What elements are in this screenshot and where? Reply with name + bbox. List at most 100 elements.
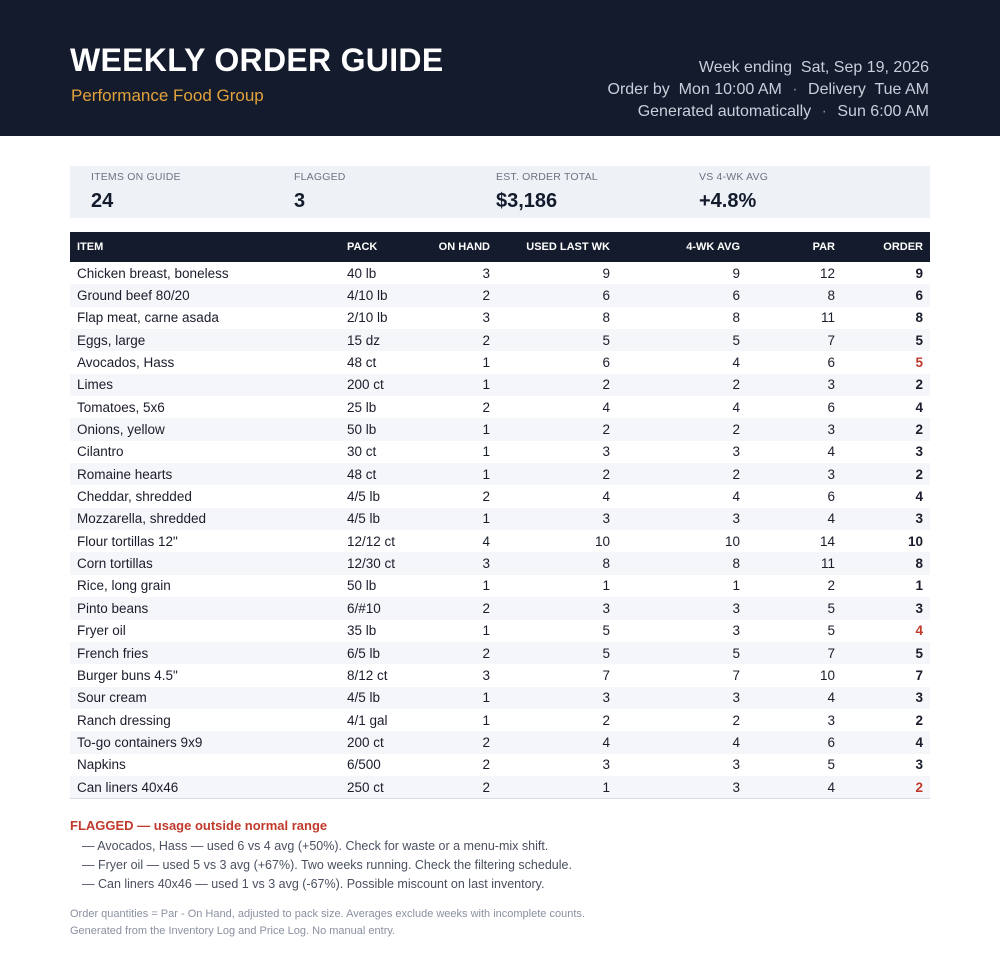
cell-order: 3 [842, 686, 930, 709]
cell-on-hand: 2 [425, 329, 497, 352]
cell-pack: 40 lb [347, 265, 377, 281]
cell-pack: 30 ct [347, 444, 377, 460]
cell-order: 10 [907, 533, 923, 549]
cell-pack: 8/12 ct [347, 667, 388, 683]
cell-par: 4 [827, 444, 835, 460]
cell-4wk-avg: 7 [732, 667, 740, 683]
cell-on-hand: 1 [482, 578, 490, 594]
order-by-value: Mon 10:00 AM [678, 81, 782, 98]
delivery-label: Delivery [808, 81, 866, 98]
cell-par: 6 [747, 731, 842, 754]
cell-item: Eggs, large [70, 329, 340, 352]
cell-on-hand: 1 [425, 463, 497, 486]
cell-par: 8 [747, 284, 842, 307]
cell-on-hand: 2 [425, 775, 497, 800]
cell-order: 2 [842, 463, 930, 486]
table-row: Fryer oil 35 lb 1 5 3 5 4 [70, 620, 930, 642]
cell-used-last-wk: 5 [497, 329, 617, 352]
cell-order: 2 [842, 373, 930, 397]
cell-pack: 48 ct [340, 463, 425, 486]
cell-4wk-avg: 8 [617, 552, 747, 575]
cell-4wk-avg: 2 [617, 463, 747, 486]
summary-stats: ITEMS ON GUIDE 24 FLAGGED 3 EST. ORDER T… [70, 166, 930, 218]
cell-used-last-wk: 1 [497, 775, 617, 800]
footer-line: Order quantities = Par - On Hand, adjust… [70, 908, 585, 920]
cell-item: Pinto beans [70, 597, 340, 620]
column-header-item: ITEM [70, 232, 340, 262]
cell-pack: 4/5 lb [347, 489, 381, 505]
cell-used-last-wk: 5 [602, 623, 610, 639]
cell-order: 3 [915, 444, 923, 460]
cell-used-last-wk: 3 [497, 597, 617, 620]
cell-4wk-avg: 3 [617, 775, 747, 800]
cell-4wk-avg: 2 [617, 373, 747, 397]
cell-order: 5 [842, 641, 930, 665]
cell-order: 4 [915, 623, 923, 639]
table-row: French fries 6/5 lb 2 5 5 7 5 [70, 641, 930, 665]
order-by-label: Order by [607, 81, 670, 98]
cell-order: 6 [842, 284, 930, 307]
stat-label: EST. ORDER TOTAL [496, 171, 598, 183]
cell-order: 2 [915, 712, 923, 728]
cell-order: 3 [842, 507, 930, 531]
stat-label: ITEMS ON GUIDE [91, 171, 181, 183]
cell-used-last-wk: 8 [602, 310, 610, 326]
generated-label: Generated automatically [637, 103, 812, 120]
cell-order: 5 [915, 355, 923, 371]
cell-item: Onions, yellow [70, 418, 340, 441]
table-row: Romaine hearts 48 ct 1 2 2 3 2 [70, 463, 930, 486]
cell-pack: 50 lb [340, 418, 425, 441]
cell-on-hand: 2 [425, 597, 497, 620]
cell-item: Sour cream [70, 686, 340, 709]
cell-4wk-avg: 8 [732, 310, 740, 326]
table-row: Can liners 40x46 250 ct 2 1 3 4 2 [70, 775, 930, 800]
cell-pack: 12/30 ct [340, 552, 425, 575]
cell-pack: 25 lb [347, 399, 377, 415]
cell-4wk-avg: 4 [732, 399, 740, 415]
table-row: Ranch dressing 4/1 gal 1 2 2 3 2 [70, 709, 930, 731]
cell-pack: 4/10 lb [340, 284, 425, 307]
table-row: Ground beef 80/20 4/10 lb 2 6 6 8 6 [70, 284, 930, 307]
cell-item: Tomatoes, 5x6 [77, 399, 165, 415]
table-header-row: ITEM PACK ON HAND USED LAST WK 4-WK AVG … [70, 232, 930, 262]
cell-item: Mozzarella, shredded [70, 507, 340, 531]
week-ending-value: Sat, Sep 19, 2026 [800, 59, 929, 76]
cell-item: Ranch dressing [77, 712, 171, 728]
cell-used-last-wk: 4 [602, 399, 610, 415]
stat-value: 3 [294, 190, 306, 212]
cell-4wk-avg: 5 [617, 641, 747, 665]
cell-par: 6 [827, 399, 835, 415]
generated-line: Generated automatically · Sun 6:00 AM [608, 101, 929, 123]
cell-on-hand: 2 [425, 284, 497, 307]
cell-par: 5 [827, 757, 835, 773]
stat-label: FLAGGED [294, 171, 346, 183]
cell-par: 5 [747, 597, 842, 620]
cell-used-last-wk: 10 [594, 533, 610, 549]
cell-on-hand: 1 [482, 355, 490, 371]
cell-4wk-avg: 3 [732, 623, 740, 639]
cell-on-hand: 3 [482, 265, 490, 281]
cell-item: Flour tortillas 12" [77, 533, 178, 549]
separator-dot: · [821, 103, 827, 120]
cell-used-last-wk: 3 [497, 507, 617, 531]
cell-order: 2 [842, 418, 930, 441]
table-row: Tomatoes, 5x6 25 lb 2 4 4 6 4 [70, 396, 930, 418]
table-row: Cilantro 30 ct 1 3 3 4 3 [70, 441, 930, 463]
flagged-note: — Can liners 40x46 — used 1 vs 3 avg (-6… [82, 877, 545, 891]
cell-order: 8 [842, 552, 930, 575]
cell-used-last-wk: 2 [497, 418, 617, 441]
stat-value: $3,186 [496, 190, 558, 212]
cell-used-last-wk: 3 [602, 444, 610, 460]
table-row: Flap meat, carne asada 2/10 lb 3 8 8 11 8 [70, 307, 930, 329]
column-header-on-hand: ON HAND [425, 232, 497, 262]
cell-used-last-wk: 5 [497, 641, 617, 665]
cell-item: Fryer oil [77, 623, 126, 639]
page-header: WEEKLY ORDER GUIDE Performance Food Grou… [0, 0, 1000, 136]
cell-item: Romaine hearts [70, 463, 340, 486]
cell-order: 1 [915, 578, 923, 594]
cell-4wk-avg: 3 [617, 686, 747, 709]
cell-item: To-go containers 9x9 [70, 731, 340, 754]
cell-on-hand: 3 [425, 552, 497, 575]
cell-4wk-avg: 3 [732, 757, 740, 773]
order-meta: Week ending Sat, Sep 19, 2026 Order by M… [608, 57, 930, 123]
